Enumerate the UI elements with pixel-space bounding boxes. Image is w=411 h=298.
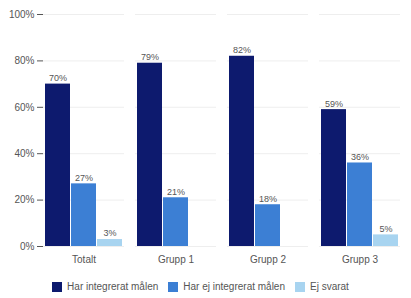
svg-text:27%: 27% — [75, 173, 93, 183]
svg-text:20%: 20% — [14, 194, 34, 205]
svg-text:Grupp 3: Grupp 3 — [342, 254, 379, 265]
svg-text:18%: 18% — [259, 194, 277, 204]
svg-text:82%: 82% — [233, 45, 251, 55]
svg-text:80%: 80% — [14, 55, 34, 66]
svg-text:36%: 36% — [351, 152, 369, 162]
svg-text:100%: 100% — [9, 9, 35, 20]
svg-text:21%: 21% — [167, 187, 185, 197]
svg-text:70%: 70% — [49, 73, 67, 83]
svg-text:Grupp 1: Grupp 1 — [158, 254, 195, 265]
html-text:Har ej integrerat målen: Har ej integrerat målen — [183, 281, 285, 292]
svg-text:59%: 59% — [325, 99, 343, 109]
html-text:Har integrerat målen: Har integrerat målen — [67, 281, 159, 292]
svg-text:40%: 40% — [14, 148, 34, 159]
svg-text:Totalt: Totalt — [72, 254, 96, 265]
svg-text:79%: 79% — [141, 52, 159, 62]
svg-text:Grupp 2: Grupp 2 — [250, 254, 287, 265]
svg-text:3%: 3% — [103, 228, 116, 238]
svg-text:5%: 5% — [379, 224, 392, 234]
svg-text:0%: 0% — [20, 241, 35, 252]
svg-text:60%: 60% — [14, 102, 34, 113]
html-text:Ej svarat: Ej svarat — [310, 281, 349, 292]
